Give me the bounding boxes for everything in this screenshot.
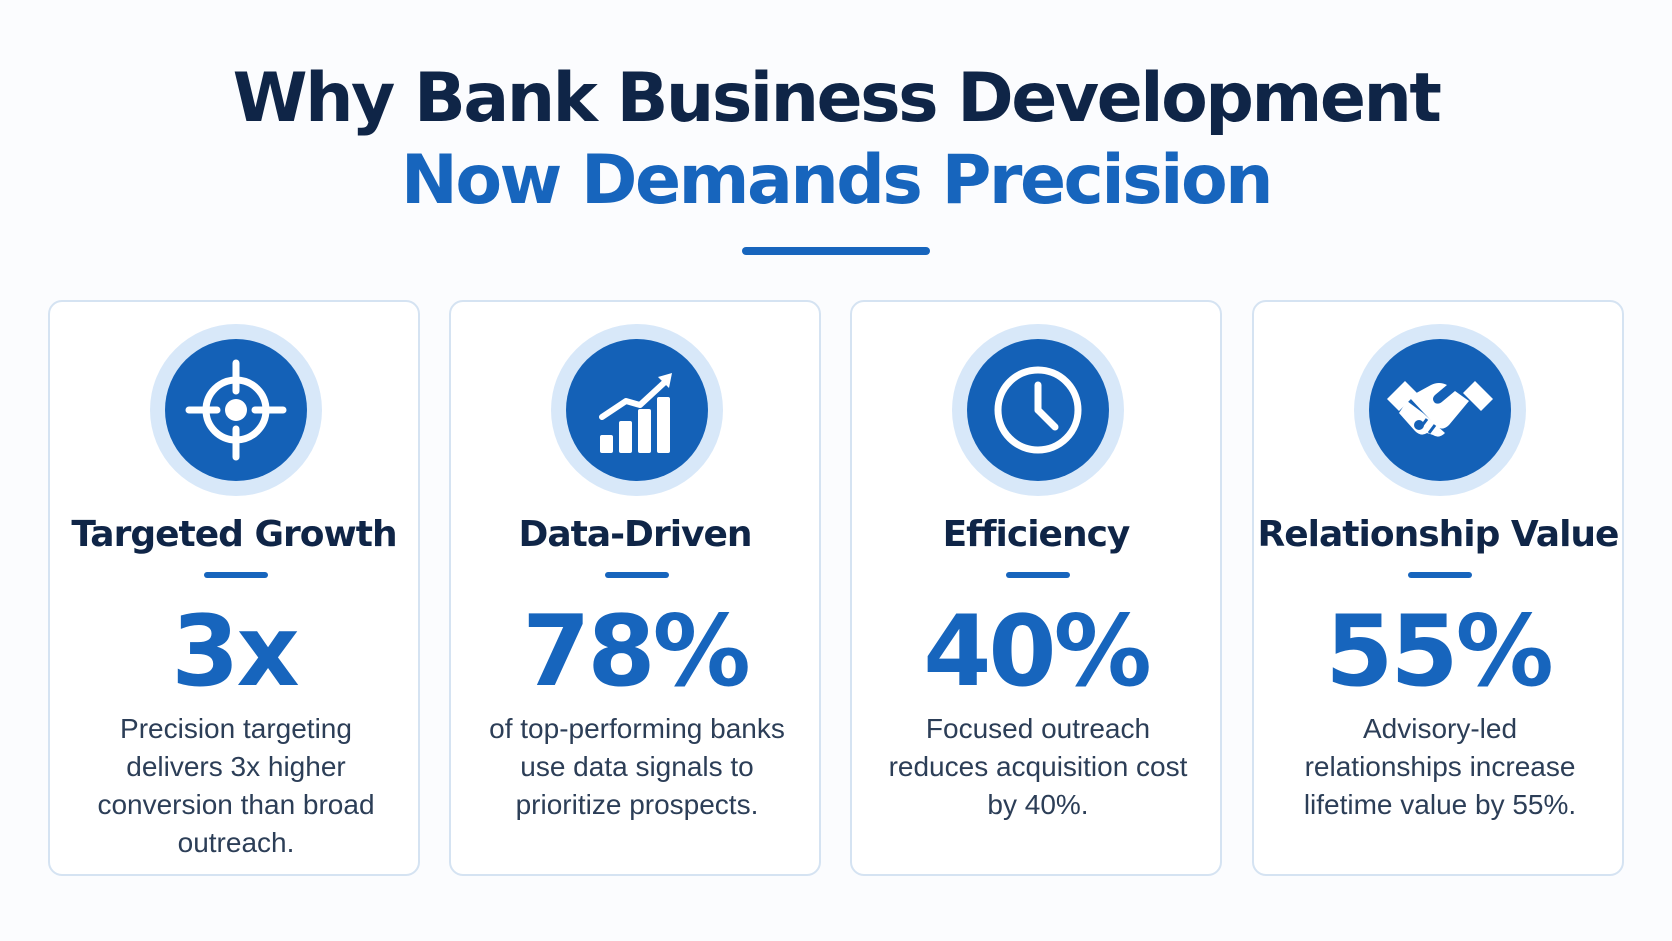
card-heading: Targeted Growth: [71, 514, 397, 555]
card-heading: Efficiency: [942, 514, 1131, 555]
card-heading: Data-Driven: [518, 514, 752, 555]
card-heading: Relationship Value: [1257, 514, 1620, 555]
icon-halo: [551, 324, 723, 496]
clock-icon: [967, 339, 1109, 481]
card-stat: 3x: [171, 595, 299, 709]
card-divider: [204, 572, 268, 578]
stat-card-targeted-growth: Targeted Growth 3x Precision targeting d…: [48, 300, 420, 876]
card-divider: [1408, 572, 1472, 578]
growth-chart-icon: [566, 339, 708, 481]
card-stat: 55%: [1325, 595, 1554, 709]
card-stat: 40%: [923, 595, 1152, 709]
handshake-icon: [1369, 339, 1511, 481]
icon-halo: [1354, 324, 1526, 496]
card-description: Precision targeting delivers 3x higher c…: [97, 713, 375, 858]
target-icon: [165, 339, 307, 481]
stat-card-relationship-value: Relationship Value 55% Advisory-led rela…: [1252, 300, 1624, 876]
title-divider: [742, 247, 930, 255]
card-stat: 78%: [522, 595, 751, 709]
page-subtitle: Now Demands Precision: [400, 141, 1274, 220]
card-divider: [1006, 572, 1070, 578]
card-description: of top-performing banks use data signals…: [489, 713, 785, 820]
card-description: Advisory-led relationships increase life…: [1303, 713, 1577, 820]
page-header: Why Bank Business Development Now Demand…: [0, 58, 1672, 222]
card-description: Focused outreach reduces acquisition cos…: [888, 713, 1188, 820]
icon-halo: [150, 324, 322, 496]
card-divider: [605, 572, 669, 578]
stat-card-efficiency: Efficiency 40% Focused outreach reduces …: [850, 300, 1222, 876]
icon-halo: [952, 324, 1124, 496]
stat-card-data-driven: Data-Driven 78% of top-performing banks …: [449, 300, 821, 876]
page-title: Why Bank Business Development: [232, 59, 1442, 138]
